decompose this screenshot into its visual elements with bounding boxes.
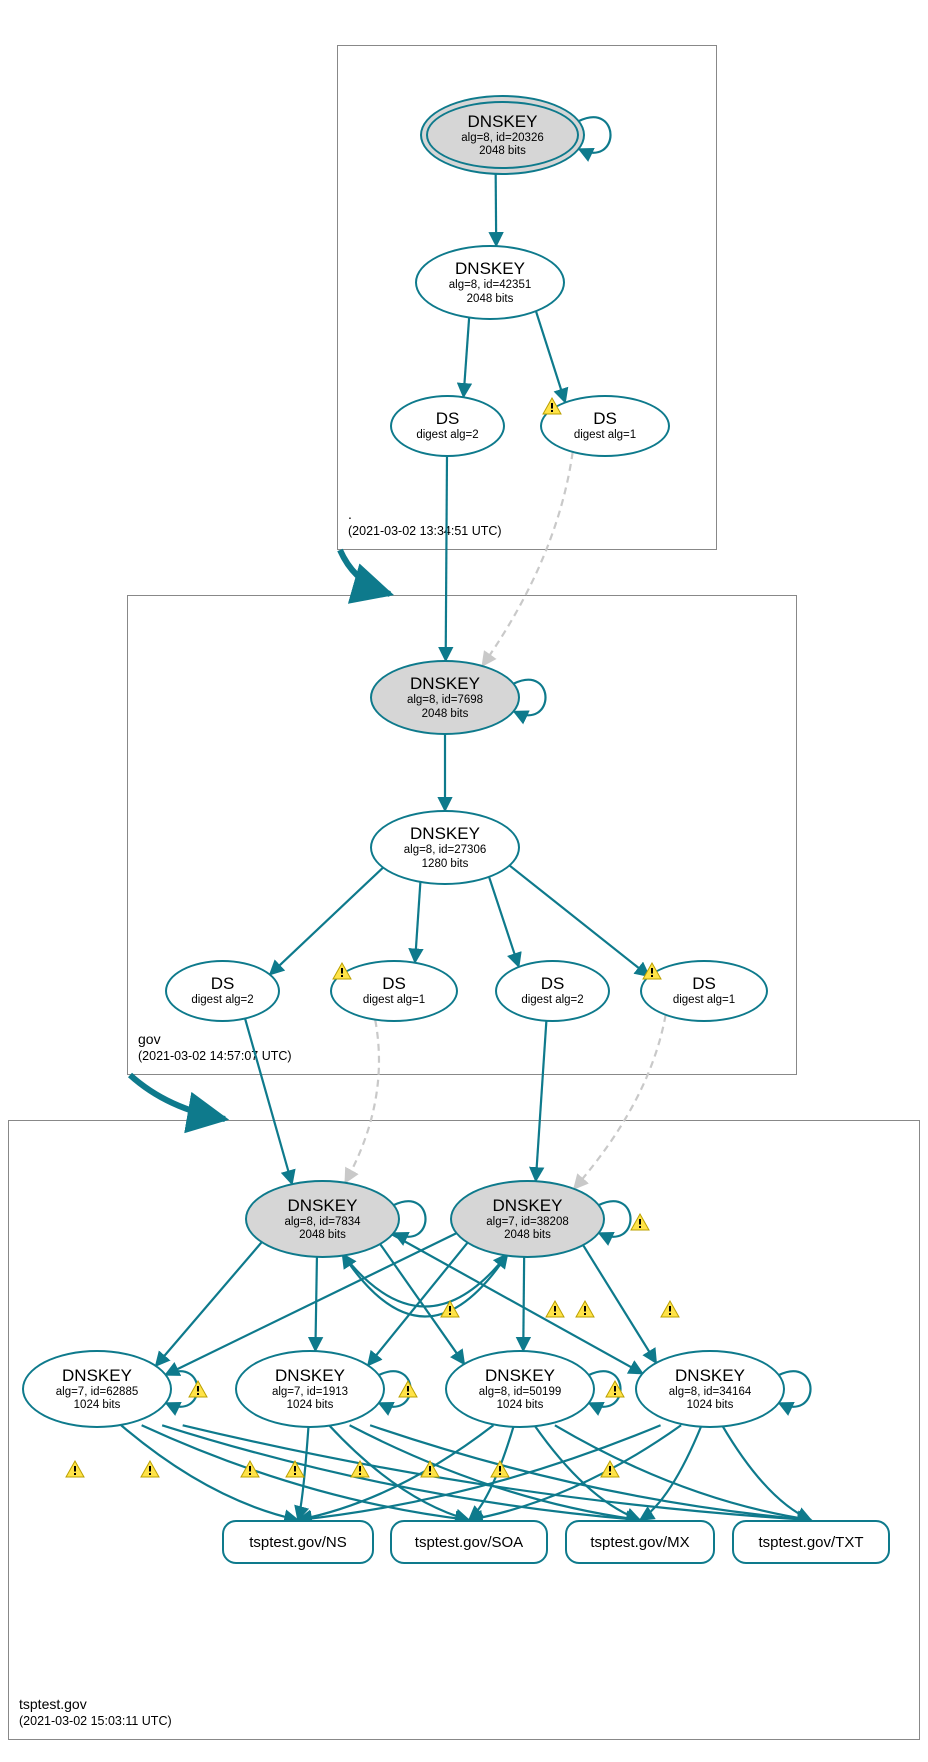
warning-icon (65, 1460, 87, 1480)
node-t_key_a-title: DNSKEY (288, 1196, 358, 1216)
node-t_key_d-title: DNSKEY (275, 1366, 345, 1386)
node-root_ds2-title: DS (593, 409, 617, 429)
node-t_key_f[interactable]: DNSKEYalg=8, id=341641024 bits (635, 1350, 785, 1428)
warning-icon (600, 1460, 622, 1480)
node-t_key_b-line3: 2048 bits (504, 1229, 551, 1242)
warning-icon (605, 1380, 627, 1400)
rrset-ns-label: tsptest.gov/NS (249, 1534, 347, 1551)
rrset-mx-label: tsptest.gov/MX (590, 1534, 689, 1551)
node-t_key_a[interactable]: DNSKEYalg=8, id=78342048 bits (245, 1180, 400, 1258)
node-gov_ds3[interactable]: DSdigest alg=2 (495, 960, 610, 1022)
node-gov_ds4[interactable]: DSdigest alg=1 (640, 960, 768, 1022)
warning-icon (575, 1300, 597, 1320)
warning-icon (140, 1460, 162, 1480)
node-root_ds2-line2: digest alg=1 (574, 429, 636, 442)
warning-icon (420, 1460, 442, 1480)
node-gov_key1-title: DNSKEY (410, 674, 480, 694)
node-gov_key2-line3: 1280 bits (422, 858, 469, 871)
node-t_key_f-line2: alg=8, id=34164 (669, 1386, 752, 1399)
node-gov_ds1-line2: digest alg=2 (191, 994, 253, 1007)
warning-icon (440, 1300, 462, 1320)
warning-icon (490, 1460, 512, 1480)
node-gov_ds2[interactable]: DSdigest alg=1 (330, 960, 458, 1022)
node-root_ds1-title: DS (436, 409, 460, 429)
node-root_key2[interactable]: DNSKEYalg=8, id=423512048 bits (415, 245, 565, 320)
warning-icon (350, 1460, 372, 1480)
warning-icon (285, 1460, 307, 1480)
node-root_key1-title: DNSKEY (468, 112, 538, 132)
node-gov_ds4-line2: digest alg=1 (673, 994, 735, 1007)
node-t_key_f-line3: 1024 bits (687, 1399, 734, 1412)
node-root_key2-line2: alg=8, id=42351 (449, 279, 532, 292)
node-gov_key2-line2: alg=8, id=27306 (404, 844, 487, 857)
node-gov_key1[interactable]: DNSKEYalg=8, id=76982048 bits (370, 660, 520, 735)
node-root_ds1[interactable]: DSdigest alg=2 (390, 395, 505, 457)
node-t_key_e[interactable]: DNSKEYalg=8, id=501991024 bits (445, 1350, 595, 1428)
node-gov_ds3-title: DS (541, 974, 565, 994)
node-t_key_e-line2: alg=8, id=50199 (479, 1386, 562, 1399)
node-gov_ds3-line2: digest alg=2 (521, 994, 583, 1007)
warning-icon (398, 1380, 420, 1400)
node-gov_ds1-title: DS (211, 974, 235, 994)
node-t_key_c-line3: 1024 bits (74, 1399, 121, 1412)
node-root_key2-line3: 2048 bits (467, 293, 514, 306)
node-gov_ds1[interactable]: DSdigest alg=2 (165, 960, 280, 1022)
warning-icon (660, 1300, 682, 1320)
node-root_key1[interactable]: DNSKEYalg=8, id=203262048 bits (420, 95, 585, 175)
node-t_key_c-line2: alg=7, id=62885 (56, 1386, 139, 1399)
warning-icon (188, 1380, 210, 1400)
node-t_key_c-title: DNSKEY (62, 1366, 132, 1386)
warning-icon (630, 1213, 652, 1233)
node-root_key1-line3: 2048 bits (479, 145, 526, 158)
warning-icon (240, 1460, 262, 1480)
warning-icon (545, 1300, 567, 1320)
node-gov_ds2-line2: digest alg=1 (363, 994, 425, 1007)
rrset-txt-label: tsptest.gov/TXT (758, 1534, 863, 1551)
node-t_key_d[interactable]: DNSKEYalg=7, id=19131024 bits (235, 1350, 385, 1428)
node-t_key_d-line3: 1024 bits (287, 1399, 334, 1412)
rrset-txt[interactable]: tsptest.gov/TXT (732, 1520, 890, 1564)
node-t_key_c[interactable]: DNSKEYalg=7, id=628851024 bits (22, 1350, 172, 1428)
node-gov_key2[interactable]: DNSKEYalg=8, id=273061280 bits (370, 810, 520, 885)
node-t_key_a-line2: alg=8, id=7834 (284, 1216, 360, 1229)
rrset-mx[interactable]: tsptest.gov/MX (565, 1520, 715, 1564)
node-gov_key1-line3: 2048 bits (422, 708, 469, 721)
node-t_key_e-line3: 1024 bits (497, 1399, 544, 1412)
node-t_key_d-line2: alg=7, id=1913 (272, 1386, 348, 1399)
node-root_ds1-line2: digest alg=2 (416, 429, 478, 442)
node-t_key_a-line3: 2048 bits (299, 1229, 346, 1242)
node-t_key_e-title: DNSKEY (485, 1366, 555, 1386)
node-t_key_b[interactable]: DNSKEYalg=7, id=382082048 bits (450, 1180, 605, 1258)
node-gov_ds4-title: DS (692, 974, 716, 994)
rrset-ns[interactable]: tsptest.gov/NS (222, 1520, 374, 1564)
node-t_key_f-title: DNSKEY (675, 1366, 745, 1386)
node-root_ds2[interactable]: DSdigest alg=1 (540, 395, 670, 457)
node-t_key_b-line2: alg=7, id=38208 (486, 1216, 569, 1229)
node-gov_ds2-title: DS (382, 974, 406, 994)
node-root_key2-title: DNSKEY (455, 259, 525, 279)
rrset-soa-label: tsptest.gov/SOA (415, 1534, 523, 1551)
node-t_key_b-title: DNSKEY (493, 1196, 563, 1216)
node-gov_key2-title: DNSKEY (410, 824, 480, 844)
rrset-soa[interactable]: tsptest.gov/SOA (390, 1520, 548, 1564)
node-gov_key1-line2: alg=8, id=7698 (407, 694, 483, 707)
node-root_key1-line2: alg=8, id=20326 (461, 132, 544, 145)
